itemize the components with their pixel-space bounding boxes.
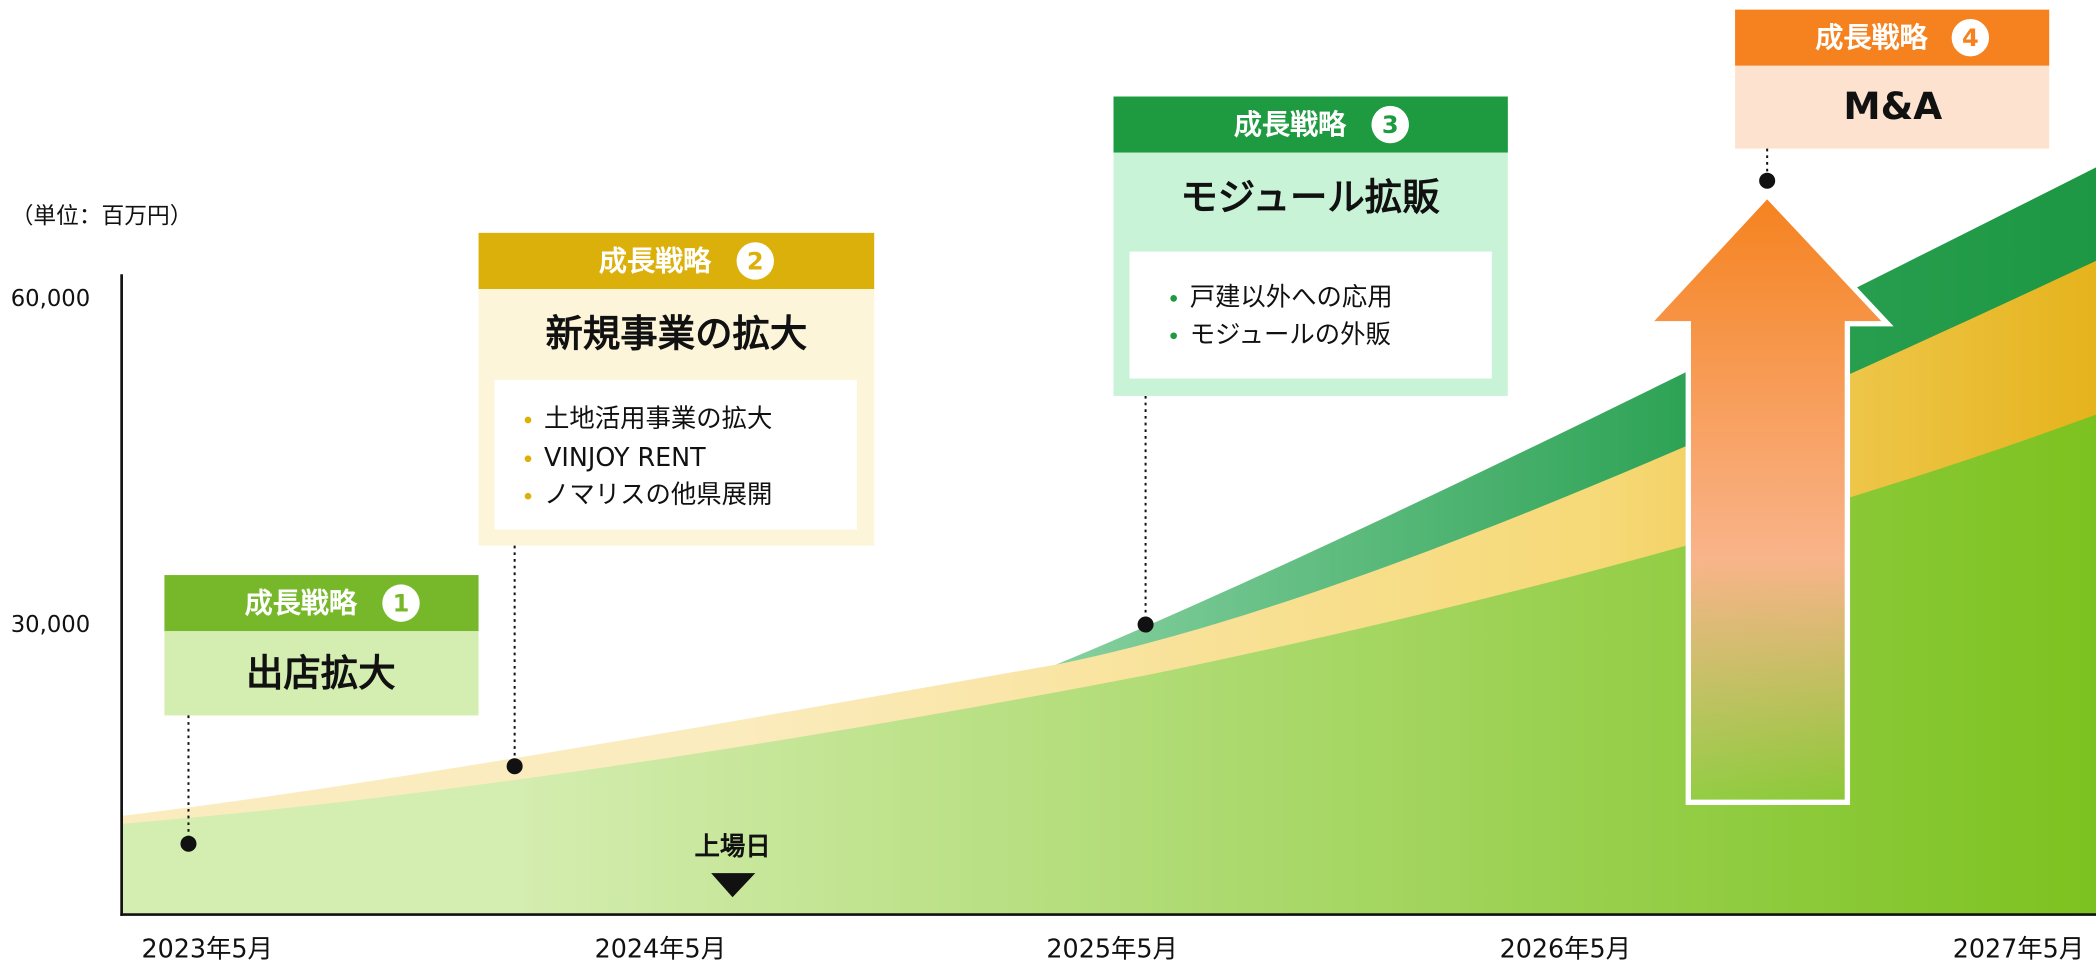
header-bg xyxy=(1735,9,2050,66)
title: M&A xyxy=(1843,84,1942,128)
title: 新規事業の拡大 xyxy=(545,311,807,355)
listing-label: 上場日 xyxy=(694,831,770,861)
header: 成長戦略 xyxy=(1234,108,1347,141)
header: 成長戦略 xyxy=(599,244,712,277)
x-tick-label: 2027年5月 xyxy=(1953,934,2084,964)
header: 成長戦略 xyxy=(245,586,358,619)
number: 2 xyxy=(747,247,764,275)
number: 4 xyxy=(1962,24,1979,52)
strategy-2: 成長戦略 2 新規事業の拡大 土地活用事業の拡大 VINJOY RENT ノマリ… xyxy=(478,232,875,775)
body-bg xyxy=(1735,65,2050,149)
growth-arrow xyxy=(1642,191,1894,805)
number-badge xyxy=(382,584,420,622)
body-bg xyxy=(164,631,479,716)
axes xyxy=(120,274,2096,916)
bullet xyxy=(1170,332,1177,340)
title: 出店拡大 xyxy=(246,651,396,695)
number: 3 xyxy=(1382,111,1399,139)
item: ノマリスの他県展開 xyxy=(544,479,772,509)
item: モジュールの外販 xyxy=(1190,319,1391,349)
leader-dot xyxy=(506,758,523,775)
header-bg xyxy=(164,575,479,632)
leader-dot xyxy=(1759,172,1776,189)
number-badge xyxy=(1951,18,1990,57)
bullet xyxy=(524,416,532,424)
y-tick-label: 60,000 xyxy=(11,286,91,312)
area-stores xyxy=(122,414,2096,915)
listing-marker xyxy=(711,873,756,898)
title: モジュール拡販 xyxy=(1180,175,1440,219)
x-tick-label: 2025年5月 xyxy=(1046,934,1177,964)
bullet xyxy=(524,455,532,463)
y-tick-label: 30,000 xyxy=(11,612,91,638)
unit-label: （単位：百万円） xyxy=(11,203,193,229)
header-bg xyxy=(478,232,875,290)
strategy-3: 成長戦略 3 モジュール拡販 戸建以外への応用 モジュールの外販 xyxy=(1113,96,1508,633)
header: 成長戦略 xyxy=(1815,21,1928,54)
x-tick-label: 2023年5月 xyxy=(141,934,272,964)
bullet xyxy=(1170,295,1177,302)
items-bg xyxy=(1129,251,1492,379)
items-bg xyxy=(494,379,857,530)
header-bg xyxy=(1113,96,1508,153)
strategy-4: 成長戦略 4 M&A xyxy=(1735,9,2050,189)
number-badge xyxy=(736,242,774,280)
bullet xyxy=(524,492,532,500)
number-badge xyxy=(1371,105,1409,144)
x-tick-label: 2026年5月 xyxy=(1500,934,1631,964)
leader-dot xyxy=(180,835,197,852)
leader-dot xyxy=(1137,616,1154,633)
strategy-1: 成長戦略 1 出店拡大 xyxy=(164,575,479,852)
number: 1 xyxy=(393,589,410,617)
x-tick-label: 2024年5月 xyxy=(595,934,726,964)
item: 土地活用事業の拡大 xyxy=(544,403,772,433)
item: 戸建以外への応用 xyxy=(1190,281,1393,311)
item: VINJOY RENT xyxy=(544,442,706,472)
